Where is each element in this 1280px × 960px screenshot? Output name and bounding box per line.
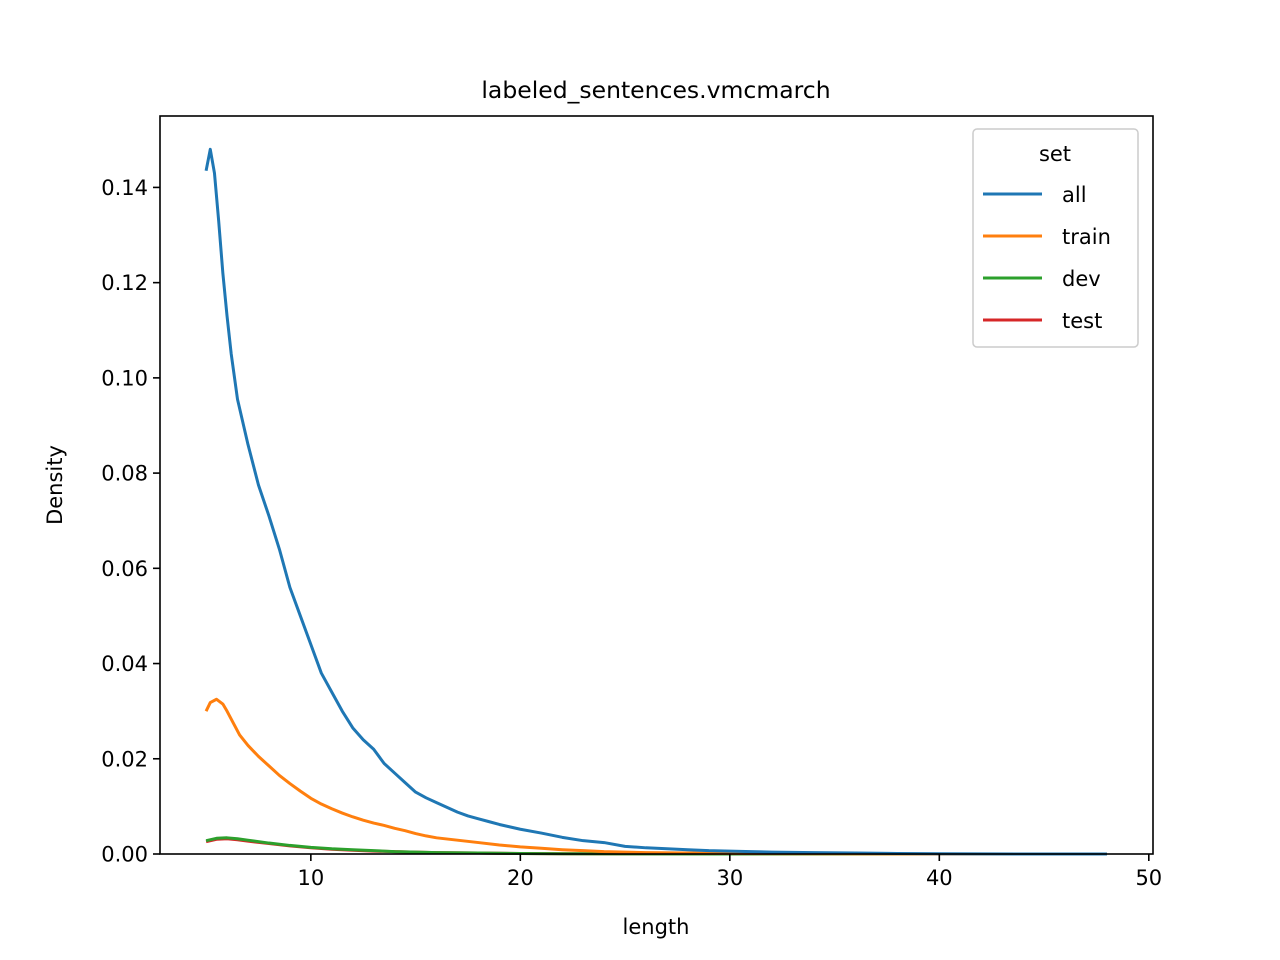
y-tick-label: 0.06 — [101, 557, 148, 581]
legend-label-all: all — [1062, 183, 1087, 207]
legend-label-dev: dev — [1062, 267, 1101, 291]
x-tick-label: 20 — [507, 866, 534, 890]
legend-title: set — [1039, 142, 1071, 166]
plot-frame — [159, 115, 1154, 855]
y-axis-label: Density — [43, 445, 67, 525]
legend-label-test: test — [1062, 309, 1102, 333]
y-tick-label: 0.12 — [101, 271, 148, 295]
x-axis: 10 20 30 40 50 — [297, 854, 1162, 890]
series-line-train — [204, 697, 1107, 856]
y-tick-label: 0.04 — [101, 652, 148, 676]
y-tick-label: 0.14 — [101, 176, 148, 200]
chart-title: labeled_sentences.vmcmarch — [481, 76, 830, 104]
y-axis: 0.00 0.02 0.04 0.06 0.08 0.10 0.12 0.14 — [101, 176, 160, 867]
legend-label-train: train — [1062, 225, 1111, 249]
y-tick-label: 0.10 — [101, 366, 148, 390]
x-tick-label: 50 — [1135, 866, 1162, 890]
y-tick-label: 0.08 — [101, 462, 148, 486]
x-tick-label: 10 — [297, 866, 324, 890]
legend-entries: all train dev test — [983, 183, 1111, 333]
series-line-all — [204, 147, 1107, 856]
legend-box — [972, 128, 1139, 348]
legend: set all train dev test — [972, 128, 1139, 348]
y-tick-label: 0.00 — [101, 843, 148, 867]
y-tick-label: 0.02 — [101, 747, 148, 771]
x-axis-label: length — [623, 915, 690, 939]
x-tick-label: 40 — [926, 866, 953, 890]
x-tick-label: 30 — [716, 866, 743, 890]
